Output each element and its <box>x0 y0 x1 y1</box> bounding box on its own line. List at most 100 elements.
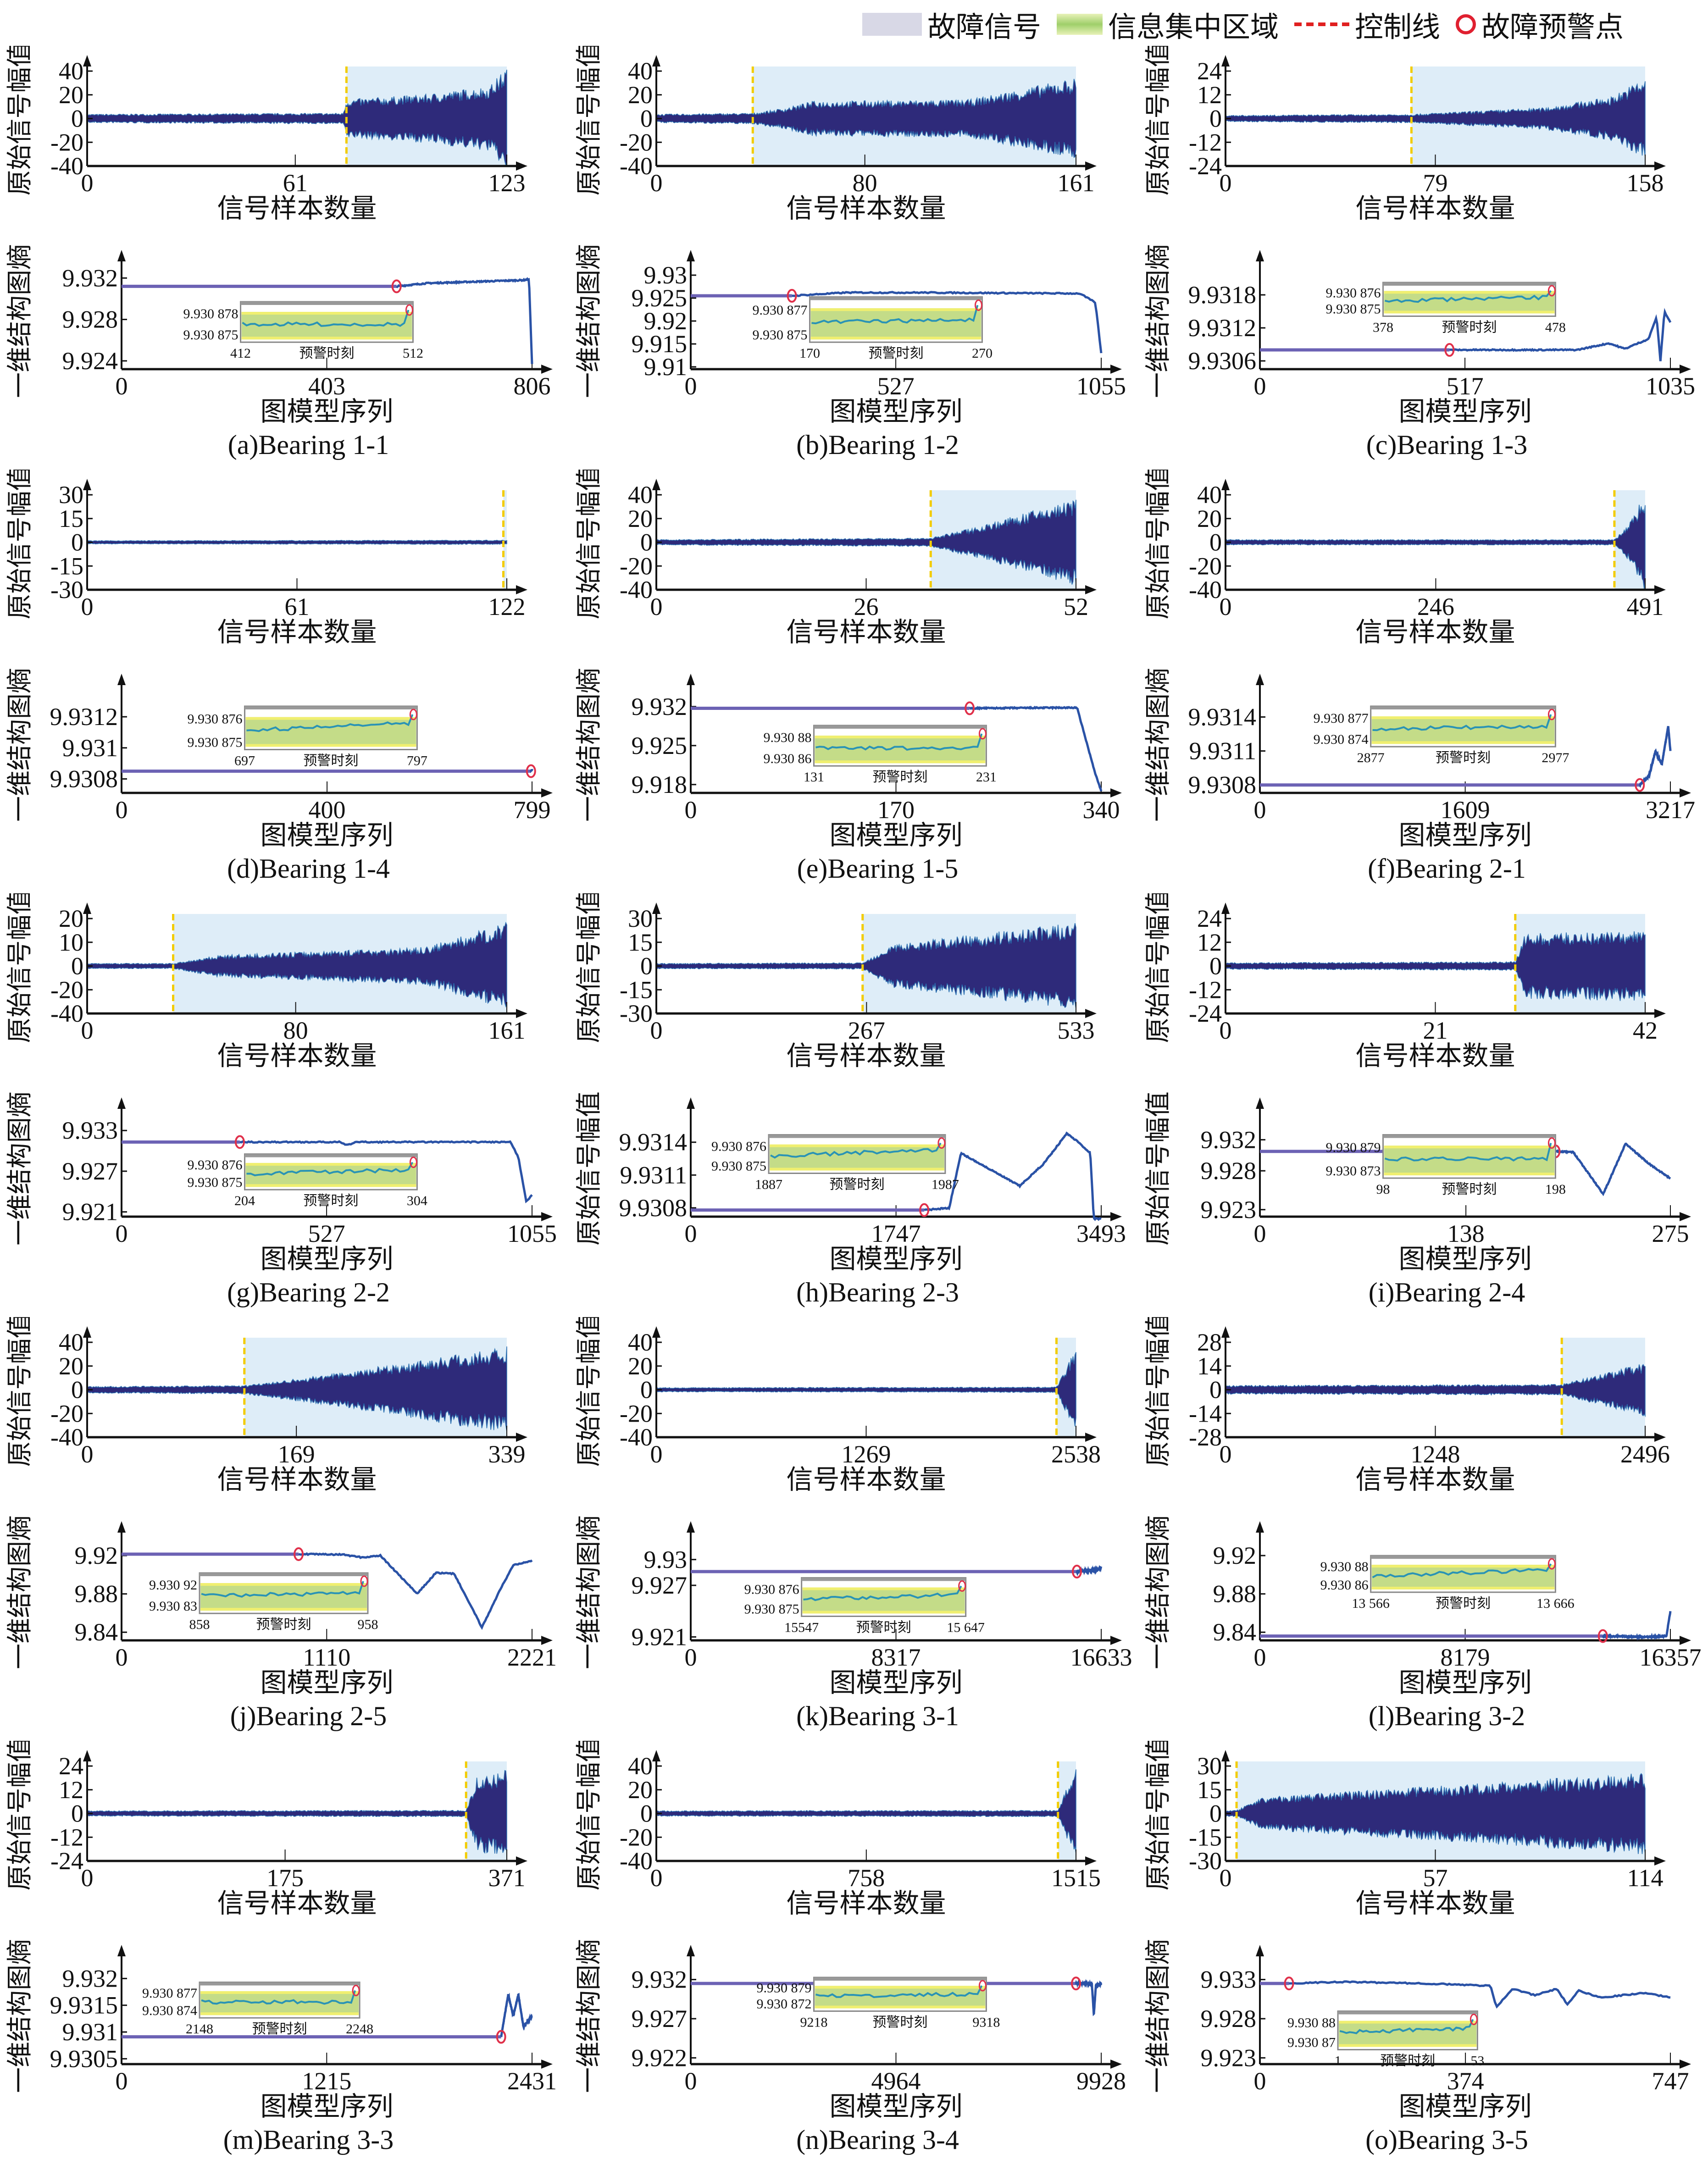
inset-zoom: 9.930 877 9.930 875 170 预警时刻 270 <box>753 296 993 361</box>
legend-label: 故障信号 <box>927 12 1042 43</box>
inset-warning-point <box>352 1985 360 1996</box>
inset-x-label: 15 647 <box>947 1620 985 1635</box>
y-tick-label: 24 <box>1197 905 1222 932</box>
y-tick-label: 0 <box>1209 1376 1222 1404</box>
x-tick-label: 1055 <box>507 1220 557 1247</box>
x-axis-arrow-icon <box>1654 1009 1666 1018</box>
inset-top-bar <box>244 1154 417 1157</box>
y-tick-label: 9.84 <box>1213 1618 1257 1646</box>
y-tick-label: -14 <box>1189 1400 1222 1427</box>
y-tick-label: 0 <box>640 952 653 980</box>
y-tick-label: 9.932 <box>62 1965 118 1992</box>
x-tick-label: 0 <box>81 1440 94 1468</box>
info-region <box>1371 1565 1555 1589</box>
inset-top-bar <box>244 706 417 709</box>
y-tick-label: 40 <box>628 481 653 509</box>
info-region-edge <box>245 744 416 747</box>
inset-warning-time-label: 预警时刻 <box>256 1617 311 1632</box>
x-tick-label: 0 <box>116 1220 128 1247</box>
inset-y-label: 9.930 88 <box>764 730 812 745</box>
y-axis-arrow-icon <box>652 1326 660 1338</box>
y-tick-label: 9.9314 <box>619 1129 688 1156</box>
x-tick-label: 0 <box>685 796 697 824</box>
y-axis-arrow-icon <box>83 1326 91 1338</box>
inset-top-bar <box>1338 2011 1478 2015</box>
y-tick-label: 9.921 <box>62 1198 118 1226</box>
info-region-edge <box>245 1163 416 1166</box>
x-axis-label: 图模型序列 <box>1398 1244 1531 1274</box>
x-tick-label: 61 <box>283 169 308 197</box>
inset-x-label: 858 <box>189 1617 210 1632</box>
x-tick-label: 1609 <box>1441 796 1490 824</box>
warning-point <box>1284 1977 1294 1991</box>
inset-x-label: 958 <box>358 1617 378 1632</box>
y-tick-label: 0 <box>640 1800 653 1827</box>
x-tick-label: 138 <box>1447 1220 1485 1247</box>
x-tick-label: 1215 <box>302 2067 351 2095</box>
y-tick-label: 0 <box>71 105 83 133</box>
x-axis-arrow-icon <box>1680 1636 1691 1645</box>
y-tick-label: 0 <box>71 1376 83 1404</box>
y-axis-label: 一维结构图熵 <box>6 1515 34 1669</box>
inset-y-label: 9.930 87 <box>1287 2035 1336 2050</box>
inset-y-label: 9.930 92 <box>149 1578 197 1593</box>
y-tick-label: 9.931 <box>62 734 118 762</box>
x-axis-arrow-icon <box>541 788 553 797</box>
subplot-caption: (c)Bearing 1-3 <box>1366 430 1528 460</box>
info-region-edge <box>245 717 416 720</box>
entropy-line <box>1639 725 1672 788</box>
y-axis-arrow-icon <box>687 1521 695 1533</box>
y-axis-label: 原始信号幅值 <box>1144 46 1173 196</box>
inset-warning-time-label: 预警时刻 <box>856 1620 911 1635</box>
inset-entropy-line <box>770 1142 942 1159</box>
info-region <box>245 717 416 747</box>
x-axis-label: 信号样本数量 <box>1355 1465 1515 1495</box>
inset-y-label: 9.930 874 <box>142 2003 197 2018</box>
inset-zoom: 9.930 876 9.930 875 15547 预警时刻 15 647 <box>744 1577 985 1635</box>
subplot-caption: (o)Bearing 3-5 <box>1365 2125 1528 2155</box>
y-tick-label: 20 <box>1197 505 1222 532</box>
y-tick-label: 0 <box>640 529 653 556</box>
y-tick-label: 20 <box>628 81 653 109</box>
x-axis-arrow-icon <box>1110 1212 1122 1221</box>
x-tick-label: 0 <box>1220 593 1232 620</box>
inset-entropy-line <box>1372 714 1552 731</box>
y-tick-label: 9.921 <box>632 1623 688 1651</box>
y-axis-label: 一维结构图熵 <box>575 244 604 398</box>
x-tick-label: 158 <box>1627 169 1664 197</box>
x-axis-arrow-icon <box>1085 1009 1097 1018</box>
inset-y-label: 9.930 875 <box>188 1175 243 1190</box>
y-tick-label: 9.928 <box>62 306 118 333</box>
x-axis-arrow-icon <box>541 1212 553 1221</box>
entropy-line <box>1555 1142 1671 1196</box>
y-tick-label: 9.923 <box>1201 2044 1257 2071</box>
warning-point <box>294 1547 304 1561</box>
y-tick-label: 24 <box>59 1752 83 1780</box>
inset-entropy-line <box>246 714 414 732</box>
y-tick-label: 30 <box>59 481 83 509</box>
x-tick-label: 2431 <box>507 2067 557 2095</box>
y-tick-label: 15 <box>1197 1776 1222 1804</box>
subplot-bearing: 30 15 0 -15 -30 0 61 122 信号样本数量 原始信号幅值 9.9308 9.931… <box>0 465 569 891</box>
inset-warning-point <box>405 304 413 316</box>
inset-x-label: 231 <box>976 770 997 785</box>
subplot-bearing: 40 20 0 -20 -40 0 758 1515 信号样本数量 原始信号幅值 9.922 9.92… <box>569 1737 1138 2163</box>
subplot-caption: (g)Bearing 2-2 <box>227 1277 390 1307</box>
x-tick-label: 161 <box>1058 169 1095 197</box>
subplot-bearing: 40 20 0 -20 -40 0 26 52 信号样本数量 原始信号幅值 9.918 9.925 9.… <box>569 465 1138 891</box>
y-tick-label: 9.9308 <box>619 1194 688 1222</box>
inset-zoom: 9.930 877 9.930 874 2877 预警时刻 2977 <box>1314 705 1569 765</box>
inset-entropy-line <box>815 1985 983 1999</box>
y-axis-label: 原始信号幅值 <box>575 1091 604 1246</box>
x-tick-label: 0 <box>650 1440 663 1468</box>
y-tick-label: 9.927 <box>62 1157 118 1185</box>
x-tick-label: 0 <box>685 1644 697 1671</box>
info-region <box>200 1583 367 1611</box>
x-axis-label: 信号样本数量 <box>786 1465 946 1495</box>
y-tick-label: 9.92 <box>1213 1542 1257 1569</box>
inset-y-label: 9.930 878 <box>183 306 238 321</box>
y-tick-label: 9.92 <box>644 307 688 335</box>
inset-zoom: 9.930 876 9.930 875 697 预警时刻 797 <box>188 705 427 769</box>
inset-warning-point <box>1547 1137 1556 1149</box>
